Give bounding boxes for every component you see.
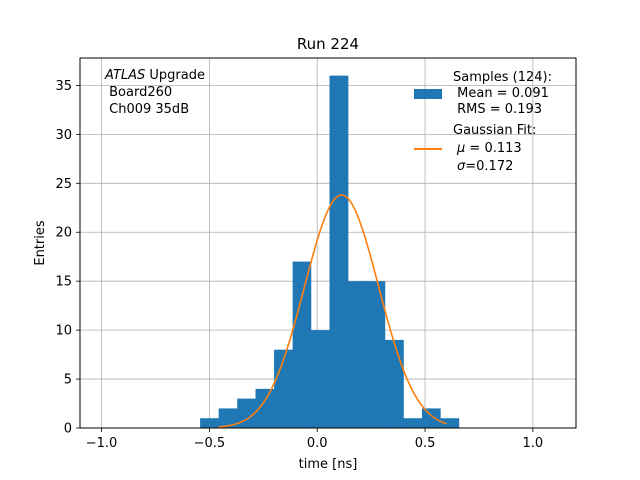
chart-title: Run 224: [297, 35, 359, 53]
gaussian-fit-line: [218, 194, 447, 428]
histogram-bar: [218, 408, 238, 428]
legend-fit-title: Gaussian Fit:: [453, 123, 536, 138]
y-tick-label: 10: [55, 324, 72, 339]
histogram-bar: [255, 388, 275, 428]
histogram-bars: [200, 75, 460, 428]
x-tick-label: 1.0: [523, 436, 544, 451]
histogram-bar: [310, 330, 330, 428]
y-axis-label: Entries: [33, 220, 48, 266]
y-tick-label: 0: [64, 422, 72, 437]
x-axis-label: time [ns]: [299, 457, 358, 472]
legend-mu-value: = 0.113: [465, 141, 521, 156]
legend-sigma-symbol: σ: [457, 159, 466, 174]
y-tick-label: 5: [64, 373, 72, 388]
histogram-bar: [366, 281, 386, 428]
legend: Samples (124): Mean = 0.091 RMS = 0.193 …: [414, 70, 552, 174]
annotation-line-3: Ch009 35dB: [105, 102, 189, 117]
histogram-bar: [384, 339, 404, 428]
legend-samples-title: Samples (124):: [453, 70, 552, 85]
legend-samples-mean: Mean = 0.091: [453, 86, 549, 101]
histogram-bar: [348, 281, 367, 428]
legend-fit-sigma: σ=0.172: [457, 159, 513, 174]
legend-mu-symbol: μ: [456, 141, 465, 156]
x-tick-label: 0.5: [415, 436, 436, 451]
y-tick-label: 35: [55, 79, 72, 94]
y-tick-label: 30: [55, 128, 72, 143]
histogram-bar: [422, 408, 441, 428]
histogram-bar: [292, 261, 312, 428]
legend-sigma-value: =0.172: [465, 159, 513, 174]
annotation-box: ATLAS Upgrade Board260 Ch009 35dB: [104, 68, 205, 117]
histogram-bar: [403, 418, 423, 428]
annotation-upgrade: Upgrade: [145, 68, 205, 83]
histogram-bar: [440, 418, 460, 428]
histogram-bar: [329, 75, 349, 428]
y-tick-label: 25: [55, 177, 72, 192]
x-tick-label: −1.0: [86, 436, 118, 451]
axis-ticks: −1.0 −0.5 0.0 0.5 1.0 0 5 10 15 20 25 30 35: [55, 79, 543, 451]
y-tick-label: 15: [55, 275, 72, 290]
histogram-bar: [237, 398, 256, 428]
legend-fit-mu: μ = 0.113: [456, 141, 522, 156]
histogram-bar: [274, 349, 293, 428]
fit-curve-group: [218, 194, 447, 428]
annotation-line-2: Board260: [105, 85, 172, 100]
annotation-line-1: ATLAS Upgrade: [104, 68, 205, 83]
plot-frame: [79, 57, 577, 429]
legend-swatch-samples: [414, 89, 442, 99]
y-tick-label: 20: [55, 226, 72, 241]
histogram-bar: [200, 418, 219, 428]
x-tick-label: −0.5: [194, 436, 226, 451]
annotation-atlas: ATLAS: [104, 68, 145, 83]
legend-samples-rms: RMS = 0.193: [453, 102, 542, 117]
x-tick-label: 0.0: [307, 436, 328, 451]
